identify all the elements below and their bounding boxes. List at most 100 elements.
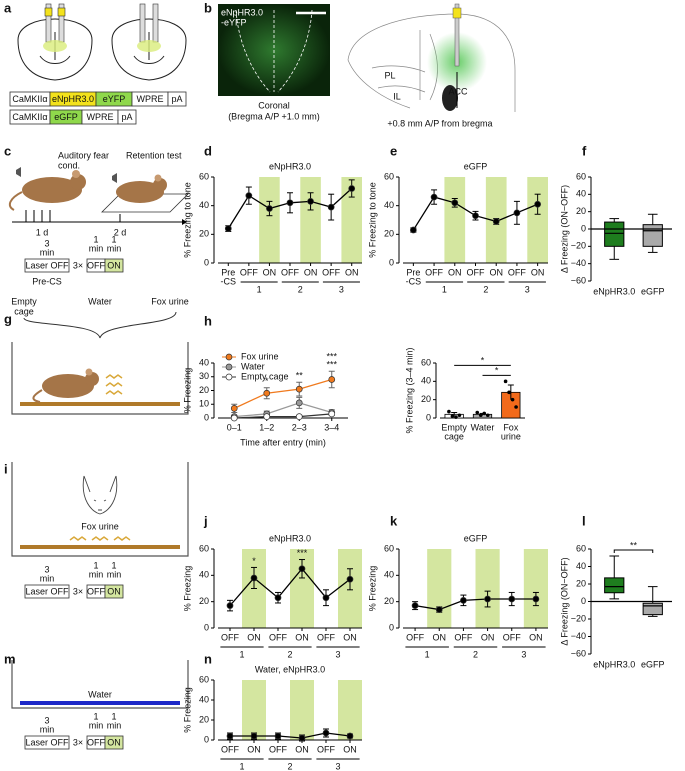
- x-tick-label: OFF: [269, 744, 287, 754]
- x-tick-label: OFF: [221, 632, 239, 642]
- marker: [435, 606, 443, 613]
- x-tick-label: OFF: [317, 744, 335, 754]
- y-tick-label: 0: [581, 596, 586, 606]
- y-tick-label: 40: [576, 561, 586, 571]
- stage-label: Retention test: [126, 150, 182, 160]
- stimulus-label: Fox urine: [151, 296, 189, 306]
- x-tick-label: 3–4: [324, 422, 339, 432]
- water: [20, 701, 180, 705]
- group-label: 3: [335, 761, 340, 771]
- y-tick-label: 20: [199, 385, 209, 395]
- mouse: [8, 170, 86, 211]
- y-axis-label: Δ Freezing (ON−OFF): [559, 557, 569, 645]
- protocol-duration: min: [107, 569, 122, 579]
- on-period: [475, 549, 500, 628]
- y-tick-label: 0: [204, 257, 209, 267]
- construct-part: [117, 109, 137, 125]
- panel-label: e: [390, 143, 397, 158]
- stimulus-label: Water: [88, 296, 112, 306]
- marker: [460, 596, 467, 604]
- y-tick-label: −40: [571, 258, 586, 268]
- box: [642, 602, 663, 616]
- marker: [286, 199, 294, 207]
- marker: [230, 414, 238, 422]
- fox-icon: [82, 475, 118, 515]
- speaker: [16, 167, 21, 177]
- on-period: [259, 177, 280, 263]
- panel-label: d: [204, 143, 212, 158]
- construct-part: [167, 91, 187, 107]
- panel-label: n: [204, 651, 212, 666]
- y-tick-label: 40: [421, 376, 431, 386]
- marker: [348, 185, 356, 192]
- marker: [508, 595, 516, 603]
- marker: [226, 602, 234, 609]
- on-period: [427, 549, 452, 628]
- image-label: -eYFP: [221, 17, 247, 27]
- x-tick-label: OFF: [467, 267, 485, 277]
- series-line: [414, 598, 536, 611]
- chart-title: eNpHR3.0: [269, 161, 311, 171]
- day-label: 1 d: [36, 227, 49, 237]
- day-label: 2 d: [114, 227, 127, 237]
- marker: [295, 399, 303, 407]
- y-tick-label: 20: [199, 596, 209, 606]
- y-tick-label: 40: [576, 189, 586, 199]
- on-period: [300, 177, 321, 263]
- x-tick-label: ON: [304, 267, 318, 277]
- data-point: [485, 413, 490, 418]
- y-tick-label: −40: [571, 631, 586, 641]
- x-tick-label: ON: [433, 632, 447, 642]
- marker: [328, 376, 336, 383]
- region-label: IL: [393, 91, 401, 101]
- protocol-duration: min: [107, 243, 122, 253]
- group-label: 3: [525, 284, 530, 294]
- x-tick-label: ON: [529, 632, 543, 642]
- group-label: 2: [287, 649, 292, 659]
- y-axis-label: % Freezing to tone: [367, 182, 377, 258]
- cage: [11, 342, 189, 415]
- data-point: [507, 390, 511, 395]
- protocol-repeat: 3×: [73, 260, 83, 270]
- panel-label: f: [582, 143, 587, 158]
- marker: [484, 595, 491, 603]
- marker: [534, 200, 541, 208]
- group-label: 2: [298, 284, 303, 294]
- protocol-duration: 3: [44, 715, 49, 725]
- y-tick-label: 60: [199, 543, 209, 553]
- x-tick-label: Water: [471, 422, 495, 432]
- marker: [322, 729, 330, 737]
- group-label: 3: [339, 284, 344, 294]
- y-tick-label: 0: [204, 412, 209, 422]
- legend-label: Water: [241, 361, 265, 371]
- marker: [274, 594, 282, 602]
- protocol-label: Pre-CS: [32, 276, 62, 286]
- panel-label: g: [4, 311, 12, 326]
- data-point: [514, 405, 518, 409]
- x-tick-label: OFF: [317, 632, 335, 642]
- x-tick-label: -CS: [406, 276, 422, 286]
- data-point: [475, 410, 480, 415]
- x-tick-label: OFF: [406, 632, 424, 642]
- stimulus-icon: [69, 536, 131, 541]
- y-tick-label: 20: [199, 714, 209, 724]
- series-line: [234, 402, 332, 418]
- significance-label: *: [265, 376, 269, 386]
- x-tick-label: ON: [343, 744, 357, 754]
- box: [604, 577, 625, 594]
- marker: [263, 413, 271, 420]
- on-period: [341, 177, 362, 263]
- y-axis-label: % Freezing (3–4 min): [404, 347, 414, 433]
- x-tick-label: ON: [345, 267, 359, 277]
- y-tick-label: 10: [199, 399, 209, 409]
- marker: [266, 205, 273, 212]
- y-tick-label: −60: [571, 275, 586, 285]
- protocol-duration: min: [89, 243, 104, 253]
- protocol-label: Laser OFF: [25, 260, 69, 270]
- data-point: [450, 414, 455, 418]
- panel-label: i: [4, 461, 8, 476]
- caption: (Bregma A/P +1.0 mm): [228, 111, 320, 121]
- y-tick-label: −20: [571, 241, 586, 251]
- legend-label: Fox urine: [241, 351, 279, 361]
- x-tick-label: eGFP: [641, 286, 665, 296]
